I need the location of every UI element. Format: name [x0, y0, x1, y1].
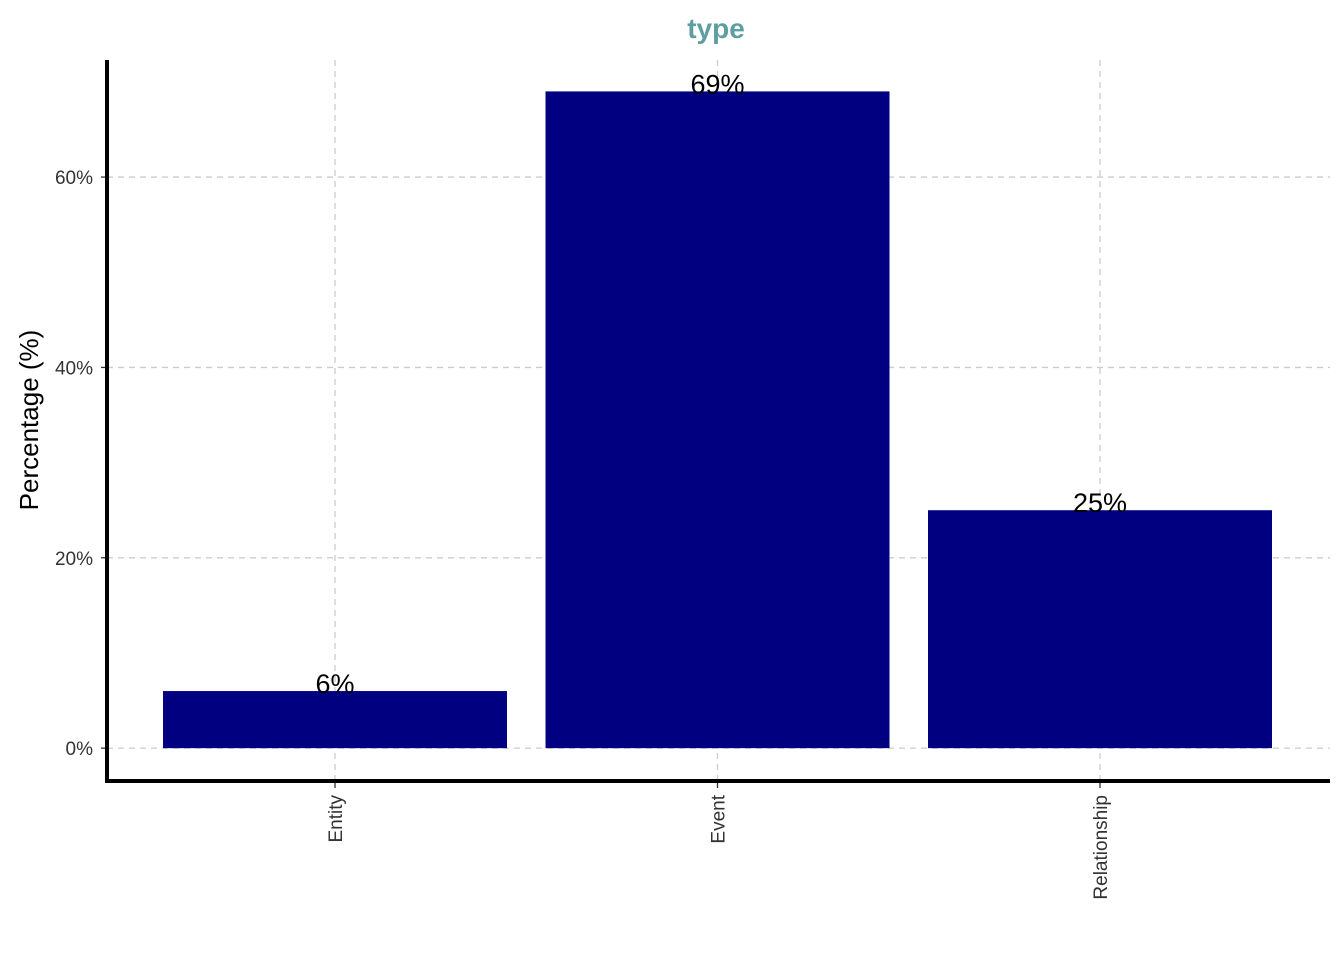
value-label: 69% — [690, 69, 744, 99]
value-label: 6% — [315, 669, 354, 699]
bar — [163, 691, 507, 749]
y-tick-label: 40% — [55, 358, 93, 379]
chart-title: type — [687, 13, 745, 44]
y-axis-label: Percentage (%) — [14, 330, 44, 511]
y-tick-label: 60% — [55, 168, 93, 189]
y-tick-label: 20% — [55, 549, 93, 570]
bar — [928, 510, 1272, 749]
y-tick-label: 0% — [66, 739, 94, 760]
value-label: 25% — [1073, 488, 1127, 518]
x-tick-label: Event — [709, 794, 730, 843]
x-tick-label: Entity — [326, 795, 347, 843]
bar — [545, 91, 890, 749]
x-tick-label: Relationship — [1091, 795, 1112, 900]
